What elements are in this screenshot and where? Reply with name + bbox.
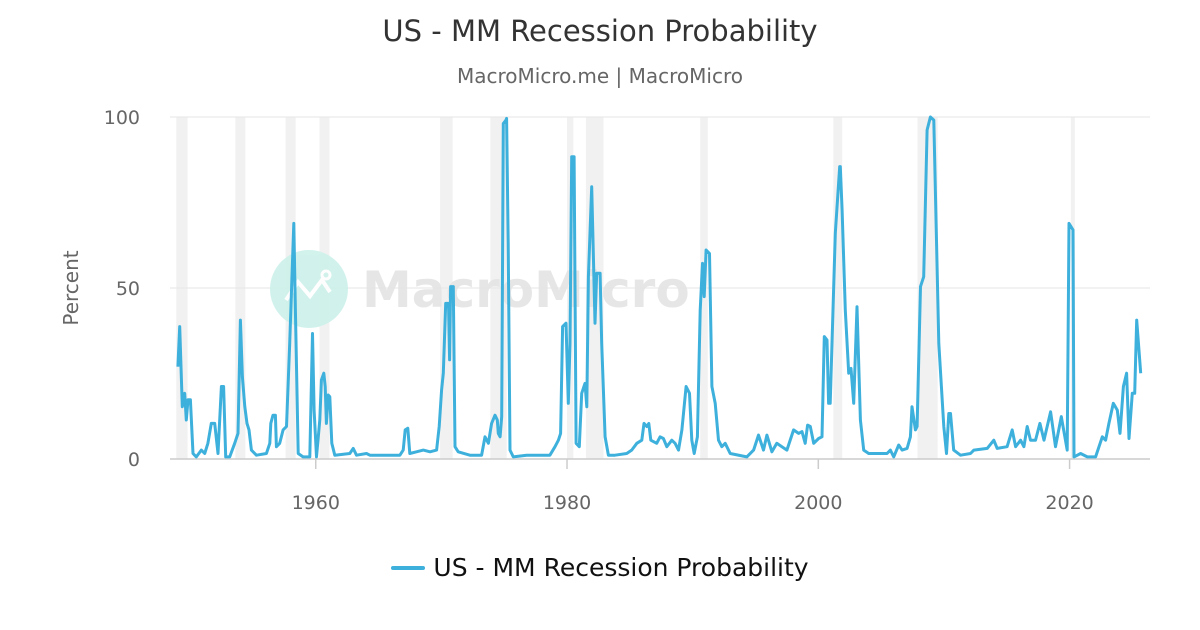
y-axis: 0 50 100 (104, 107, 140, 471)
x-tick-label: 1960 (292, 492, 340, 514)
watermark-text: MacroMicro (362, 261, 690, 319)
y-tick-label: 100 (104, 107, 140, 129)
chart-subtitle: MacroMicro.me | MacroMicro (457, 64, 743, 88)
series-lines (176, 115, 1143, 459)
y-tick-label: 0 (128, 449, 140, 471)
x-axis: 1960 1980 2000 2020 (292, 459, 1094, 514)
series-line (176, 115, 1143, 459)
watermark-logo-dot (320, 269, 332, 281)
chart-title: US - MM Recession Probability (382, 14, 818, 48)
watermark-logo-icon (270, 250, 348, 328)
x-tick-label: 2000 (794, 492, 842, 514)
legend-swatch (391, 565, 426, 570)
x-tick-label: 2020 (1045, 492, 1093, 514)
watermark: MacroMicro (270, 250, 690, 328)
x-tick-label: 1980 (543, 492, 591, 514)
y-tick-label: 50 (116, 278, 140, 300)
legend-label: US - MM Recession Probability (433, 553, 809, 582)
legend[interactable]: US - MM Recession Probability (0, 553, 1200, 582)
y-axis-label: Percent (59, 250, 83, 325)
